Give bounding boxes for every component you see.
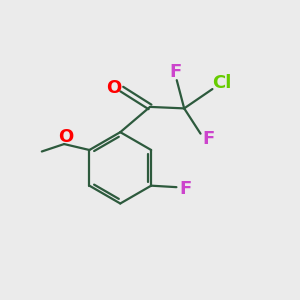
Text: Cl: Cl (212, 74, 232, 92)
Text: F: F (179, 180, 191, 198)
Text: F: F (203, 130, 215, 148)
Text: F: F (169, 63, 182, 81)
Text: O: O (106, 79, 121, 97)
Text: O: O (58, 128, 73, 146)
